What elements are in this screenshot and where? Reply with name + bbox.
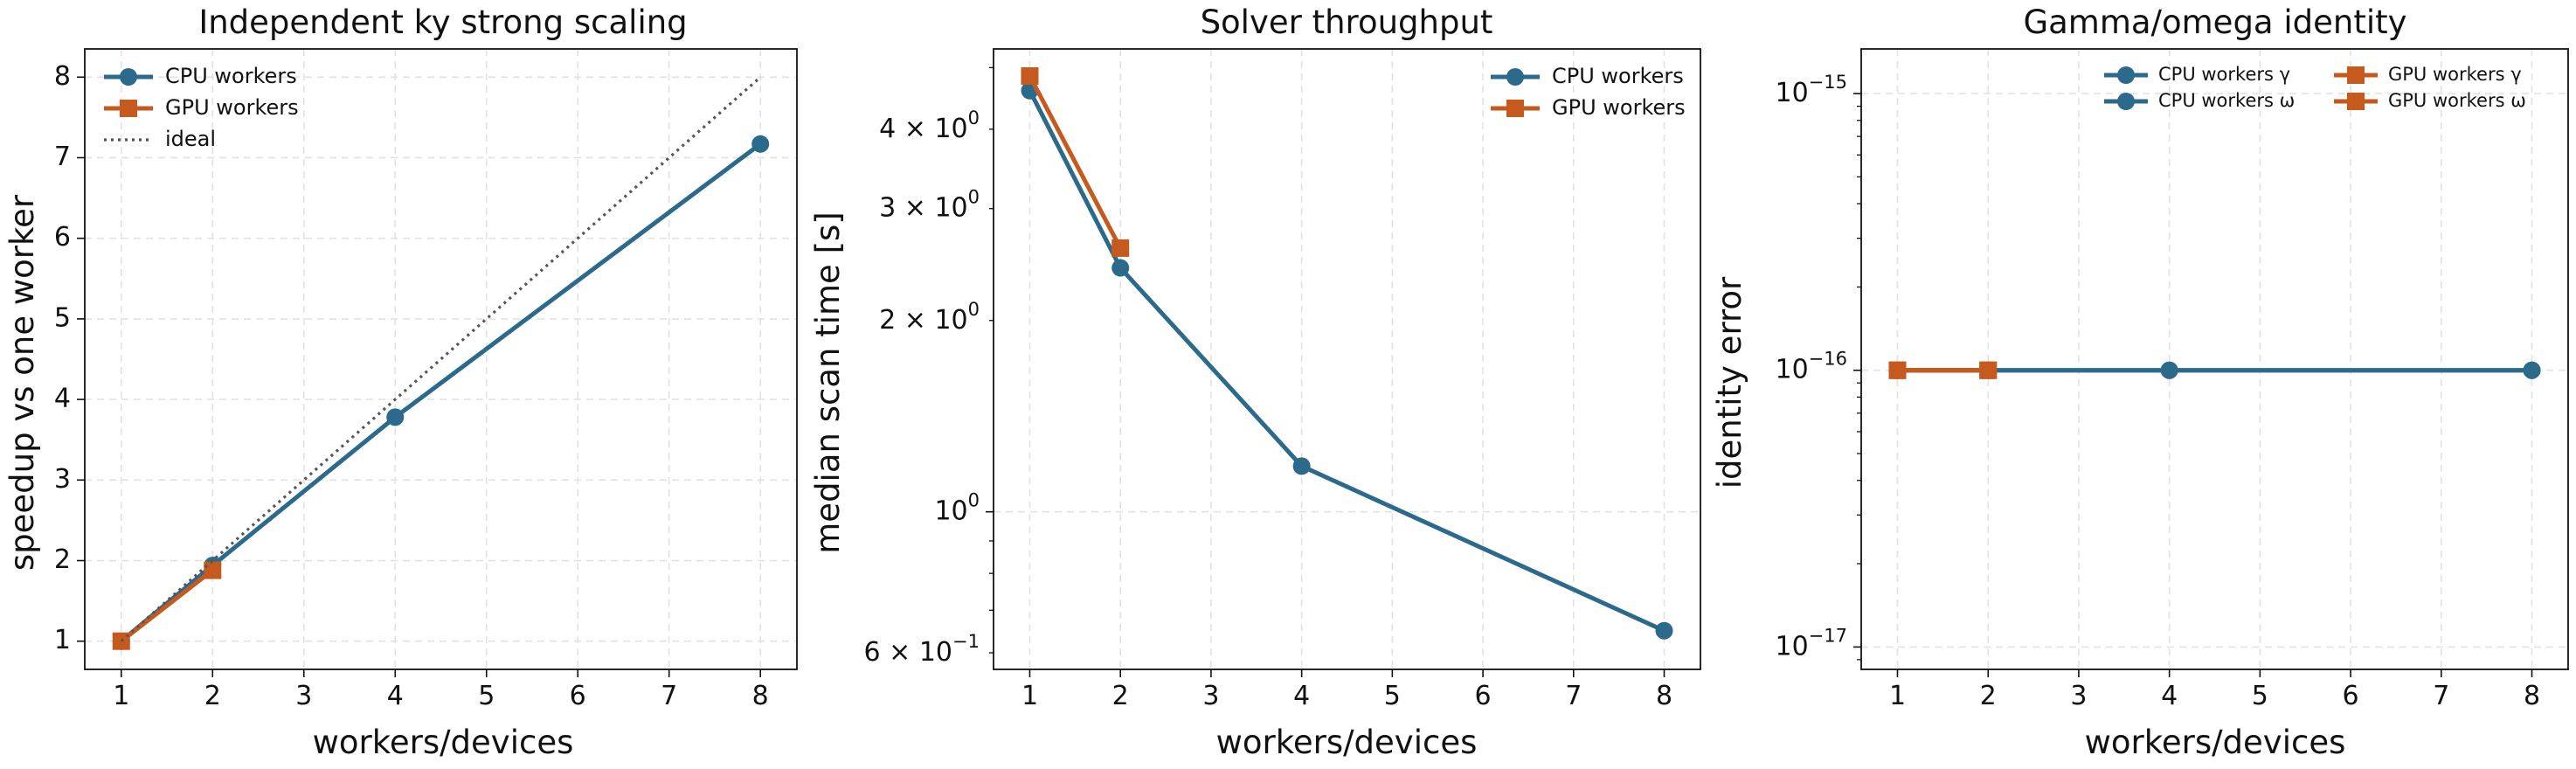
legend: CPU workers GPU workers <box>1491 64 1686 120</box>
y-tick-label: 5 <box>54 302 71 333</box>
data-point-cpu-workers <box>1292 457 1311 475</box>
legend-label: CPU workers ω <box>2158 90 2295 111</box>
x-tick-label: 5 <box>478 681 495 711</box>
legend-marker <box>1506 100 1524 117</box>
y-tick-label: 10−15 <box>1775 72 1847 108</box>
x-tick-label: 6 <box>1475 681 1492 711</box>
y-tick-label: 100 <box>934 490 980 527</box>
legend-label: CPU workers <box>1552 64 1684 88</box>
x-tick-label: 4 <box>2161 681 2178 711</box>
y-axis-label-throughput: median scan time [s] <box>809 211 847 553</box>
x-tick-label: 1 <box>1889 681 1906 711</box>
x-axis-label-throughput: workers/devices <box>1216 724 1478 761</box>
legend-marker <box>120 68 137 86</box>
legend-marker <box>1506 68 1524 86</box>
x-tick-label: 5 <box>2252 681 2268 711</box>
axes-frame <box>84 48 798 670</box>
chart-title-throughput: Solver throughput <box>1201 3 1493 41</box>
legend-label: GPU workers ω <box>2388 90 2526 111</box>
y-tick-label: 6 × 10−1 <box>864 631 980 668</box>
x-tick-label: 8 <box>1656 681 1672 711</box>
y-tick-label: 10−17 <box>1775 625 1847 662</box>
legend-label: GPU workers <box>1552 95 1686 120</box>
axes-frame <box>993 48 1701 670</box>
x-tick-label: 8 <box>2524 681 2540 711</box>
y-axis-label-scaling: speedup vs one worker <box>3 194 41 571</box>
series-line-gpu-workers <box>1028 74 1123 250</box>
y-tick-label: 3 × 100 <box>879 187 980 224</box>
legend-marker <box>2117 93 2135 110</box>
axes-frame <box>1860 48 2569 670</box>
x-tick-label: 2 <box>204 681 221 711</box>
series-line-ideal <box>120 76 762 642</box>
data-point-cpu-workers <box>1655 621 1673 640</box>
y-tick-label: 7 <box>54 142 71 172</box>
x-tick-label: 6 <box>570 681 586 711</box>
y-tick-label: 2 <box>54 544 71 575</box>
y-tick-label: 10−16 <box>1775 349 1847 385</box>
x-tick-label: 8 <box>752 681 769 711</box>
legend-label: ideal <box>165 127 216 151</box>
x-tick-label: 4 <box>387 681 404 711</box>
legend-label: CPU workers <box>165 64 297 88</box>
x-tick-label: 2 <box>1112 681 1129 711</box>
chart-title-scaling: Independent ky strong scaling <box>198 3 687 41</box>
y-tick-label: 6 <box>54 222 71 253</box>
plot-area-throughput: 1 2 3 4 5 6 7 8 100 6 × 10−1 2 × 100 3 × 100 4 × 100… <box>864 48 1701 711</box>
chart-panel-identity: Gamma/omega identity workers/devices ide… <box>1711 3 2569 761</box>
y-tick-label: 4 × 100 <box>879 107 980 144</box>
data-point-gpu-workers <box>204 561 222 579</box>
data-point-gpu-workers <box>1979 361 1998 379</box>
data-point-gpu-workers <box>1888 361 1907 379</box>
x-axis-label-scaling: workers/devices <box>313 724 574 761</box>
x-tick-label: 2 <box>1980 681 1997 711</box>
x-tick-label: 4 <box>1293 681 1310 711</box>
legend-label: GPU workers γ <box>2388 64 2522 85</box>
x-tick-label: 7 <box>1565 681 1582 711</box>
x-tick-label: 5 <box>1384 681 1401 711</box>
data-point-gpu-workers <box>1111 239 1130 257</box>
chart-panel-throughput: Solver throughput workers/devices median… <box>809 3 1701 761</box>
data-point-cpu-workers <box>1111 259 1130 277</box>
y-axis-label-identity: identity error <box>1711 276 1748 488</box>
series-line-gpu-workers <box>120 568 214 643</box>
x-tick-label: 1 <box>113 681 129 711</box>
x-tick-label: 6 <box>2343 681 2359 711</box>
legend-label: GPU workers <box>165 95 299 120</box>
data-point-cpu-workers <box>751 135 770 153</box>
series-line-cpu-workers <box>1028 89 1665 634</box>
y-tick-label: 3 <box>54 464 71 495</box>
x-axis-label-identity: workers/devices <box>2085 724 2346 761</box>
legend-marker <box>120 100 137 117</box>
x-tick-label: 3 <box>295 681 312 711</box>
x-tick-label: 1 <box>1021 681 1038 711</box>
chart-panel-scaling: Independent ky strong scaling workers/de… <box>3 3 798 761</box>
x-tick-label: 3 <box>2070 681 2087 711</box>
y-tick-label: 1 <box>54 625 71 655</box>
chart-title-identity: Gamma/omega identity <box>2023 3 2406 41</box>
x-tick-label: 3 <box>1202 681 1219 711</box>
x-tick-label: 7 <box>661 681 677 711</box>
x-tick-label: 7 <box>2433 681 2449 711</box>
legend-label: CPU workers γ <box>2158 64 2290 85</box>
data-point-cpu-workers <box>386 408 405 426</box>
y-tick-label: 2 × 100 <box>879 299 980 336</box>
data-point-gpu-workers <box>1021 66 1039 85</box>
legend-marker <box>2117 66 2135 84</box>
legend-marker <box>2347 66 2365 84</box>
legend: CPU workers GPU workers ideal <box>104 64 299 151</box>
legend: CPU workers γ CPU workers ω GPU workers γ G… <box>2104 64 2526 111</box>
y-tick-label: 4 <box>54 384 71 414</box>
data-point-cpu-workers <box>2523 361 2541 379</box>
data-point-cpu-workers <box>2160 361 2178 379</box>
y-tick-label: 8 <box>54 61 71 92</box>
plot-area-scaling: 1 2 3 4 5 6 7 8 1 2 3 4 5 6 7 8 CPU workers GPU workers id… <box>54 48 798 711</box>
legend-marker <box>2347 93 2365 110</box>
